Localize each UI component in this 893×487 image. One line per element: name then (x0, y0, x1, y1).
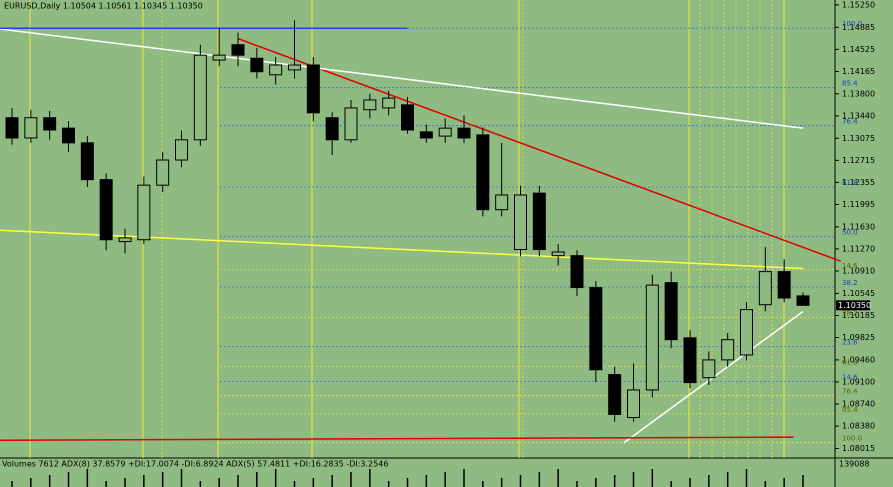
y-tick-label: 1.09460 (842, 355, 875, 364)
candle-body (193, 54, 207, 141)
candle-body (43, 117, 57, 131)
candle-body (551, 251, 565, 257)
fib-label: 14.6 (842, 373, 858, 381)
y-tick-label: 1.12355 (842, 178, 875, 187)
candle-body (664, 282, 678, 341)
chart-title: EURUSD,Daily 1.10504 1.10561 1.10345 1.1… (4, 2, 203, 11)
y-tick-label: 1.09825 (842, 333, 875, 342)
candle-body (419, 131, 433, 139)
y-tick-label: 1.15250 (842, 0, 875, 9)
candle-body (514, 194, 527, 251)
candle-body (683, 337, 697, 384)
y-tick-label: 1.13075 (842, 134, 875, 143)
trendline (0, 229, 804, 270)
candle-body (457, 127, 471, 139)
candle-body (570, 255, 584, 289)
candle-body (608, 374, 622, 415)
fib-label: 76.4 (842, 387, 858, 395)
candle-body (80, 142, 94, 181)
candle-body (476, 134, 490, 211)
candle-body (721, 339, 735, 361)
fib-label: 85.4 (842, 80, 858, 88)
candle-body (156, 159, 170, 186)
fib-label: 14.6 (842, 262, 858, 270)
candle-body (325, 117, 339, 141)
indicator-label: Volumes 7612 ADX(8) 37.8579 +DI:17.0074 … (2, 460, 388, 469)
indicator-scale: 139088 (839, 460, 870, 469)
candle-body (740, 309, 753, 356)
fib-label: 38.2 (842, 310, 858, 318)
candle-body (288, 64, 301, 71)
y-tick-label: 1.10910 (842, 266, 875, 275)
candle-body (231, 44, 245, 56)
trendline (0, 28, 804, 129)
trendline (237, 37, 841, 262)
candle-body (589, 287, 603, 371)
last-price-box (836, 300, 870, 311)
candle-body (495, 194, 509, 211)
candle-body (250, 57, 264, 73)
y-tick-label: 1.14885 (842, 23, 875, 32)
candle-body (5, 117, 19, 139)
fib-label: 100.0 (842, 435, 862, 443)
candle-body (118, 237, 132, 243)
y-tick-label: 1.10185 (842, 311, 875, 320)
candle-body (532, 192, 546, 251)
candle-body (363, 99, 377, 111)
candle-body (344, 107, 358, 141)
candle-body (212, 54, 226, 61)
fib-label: 23.6 (842, 338, 858, 346)
candle-body (306, 64, 320, 114)
y-tick-label: 1.11270 (842, 244, 875, 253)
candle-body (627, 389, 640, 419)
candle-body (438, 127, 452, 137)
fib-label: 85.4 (842, 406, 858, 414)
fib-label: 61.8 (842, 359, 858, 367)
candle-body (758, 271, 772, 306)
candle-body (796, 295, 810, 306)
last-price-label: 1.10350 (838, 301, 871, 310)
y-tick-label: 1.08015 (842, 444, 875, 453)
y-tick-label: 1.13800 (842, 89, 875, 98)
y-tick-label: 1.11995 (842, 200, 875, 209)
y-tick-label: 1.12715 (842, 156, 875, 165)
candle-body (99, 179, 113, 241)
plot (5, 20, 810, 487)
candle-body (24, 117, 38, 139)
candle-body (702, 359, 716, 379)
y-tick-label: 1.10545 (842, 289, 875, 298)
candle-body (382, 97, 396, 109)
candle-body (62, 127, 75, 144)
candle-body (269, 64, 283, 76)
y-tick-label: 1.08380 (842, 422, 875, 431)
fib-label: 38.2 (842, 279, 858, 287)
candle-body (175, 139, 188, 161)
fib-label: 50.0 (842, 229, 858, 237)
fib-label: 61.8 (842, 179, 858, 187)
y-tick-label: 1.13440 (842, 111, 875, 120)
fib-label: 76.4 (842, 118, 858, 126)
y-tick-label: 1.09100 (842, 377, 875, 386)
trendline (0, 436, 794, 441)
fib-label: 100.0 (842, 20, 862, 28)
y-tick-label: 1.11630 (842, 222, 875, 231)
candle-body (645, 284, 659, 391)
candle-body (137, 184, 151, 241)
y-tick-label: 1.14165 (842, 67, 875, 76)
candle-body (401, 104, 414, 131)
candle-body (777, 271, 791, 299)
y-tick-label: 1.08740 (842, 400, 875, 409)
y-tick-label: 1.14525 (842, 45, 875, 54)
